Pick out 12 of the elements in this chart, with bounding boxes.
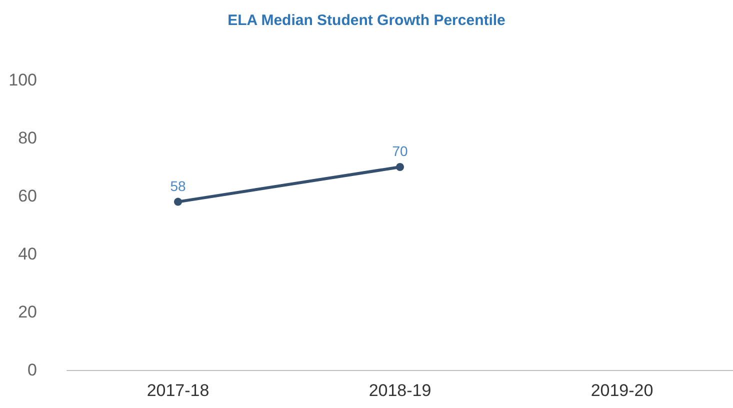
x-tick-label: 2017-18	[146, 381, 210, 400]
y-tick-label: 0	[28, 360, 37, 380]
data-label: 70	[392, 143, 408, 159]
y-tick-label: 80	[18, 128, 37, 148]
y-tick-label: 60	[18, 186, 37, 206]
y-tick-label: 40	[18, 244, 37, 264]
x-tick-label: 2019-20	[590, 381, 654, 400]
y-tick-label: 100	[8, 70, 37, 90]
y-tick-label: 20	[18, 302, 37, 322]
data-label: 58	[170, 178, 186, 194]
x-tick-label: 2018-19	[368, 381, 432, 400]
chart-title: ELA Median Student Growth Percentile	[228, 12, 506, 29]
